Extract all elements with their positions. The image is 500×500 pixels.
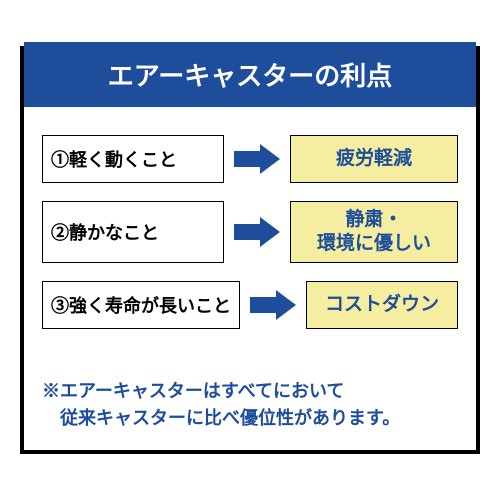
benefit-label: 静粛・ 環境に優しい <box>317 208 431 256</box>
title-bar: エアーキャスターの利点 <box>24 42 476 107</box>
feature-label: ③強く寿命が長いこと <box>51 292 231 318</box>
feature-label: ①軽く動くこと <box>51 146 177 172</box>
footnote-text: ※エアーキャスターはすべてにおいて 従来キャスターに比べ優位性があります。 <box>42 381 400 428</box>
title-text: エアーキャスターの利点 <box>108 61 392 91</box>
benefit-cell: 疲労軽減 <box>290 135 458 183</box>
row-3: ③強く寿命が長いこと コストダウン <box>42 281 458 329</box>
benefit-label: コストダウン <box>325 293 439 317</box>
rows-container: ①軽く動くこと 疲労軽減 ②静かなこと 静粛・ 環境に優しい ③強く寿命が長いこと コスト… <box>42 135 458 329</box>
arrow-icon <box>234 135 280 183</box>
feature-cell: ①軽く動くこと <box>42 135 224 183</box>
footnote: ※エアーキャスターはすべてにおいて 従来キャスターに比べ優位性があります。 <box>42 351 458 432</box>
arrow-icon <box>250 281 296 329</box>
benefit-cell: 静粛・ 環境に優しい <box>290 201 458 263</box>
feature-cell: ②静かなこと <box>42 201 224 263</box>
benefit-label: 疲労軽減 <box>336 147 412 171</box>
benefit-cell: コストダウン <box>306 281 458 329</box>
feature-label: ②静かなこと <box>51 219 159 245</box>
row-2: ②静かなこと 静粛・ 環境に優しい <box>42 201 458 263</box>
feature-cell: ③強く寿命が長いこと <box>42 281 240 329</box>
arrow-icon <box>234 201 280 263</box>
infographic-frame: エアーキャスターの利点 ①軽く動くこと 疲労軽減 ②静かなこと 静粛・ 環境に優しい ③… <box>20 46 480 454</box>
row-1: ①軽く動くこと 疲労軽減 <box>42 135 458 183</box>
